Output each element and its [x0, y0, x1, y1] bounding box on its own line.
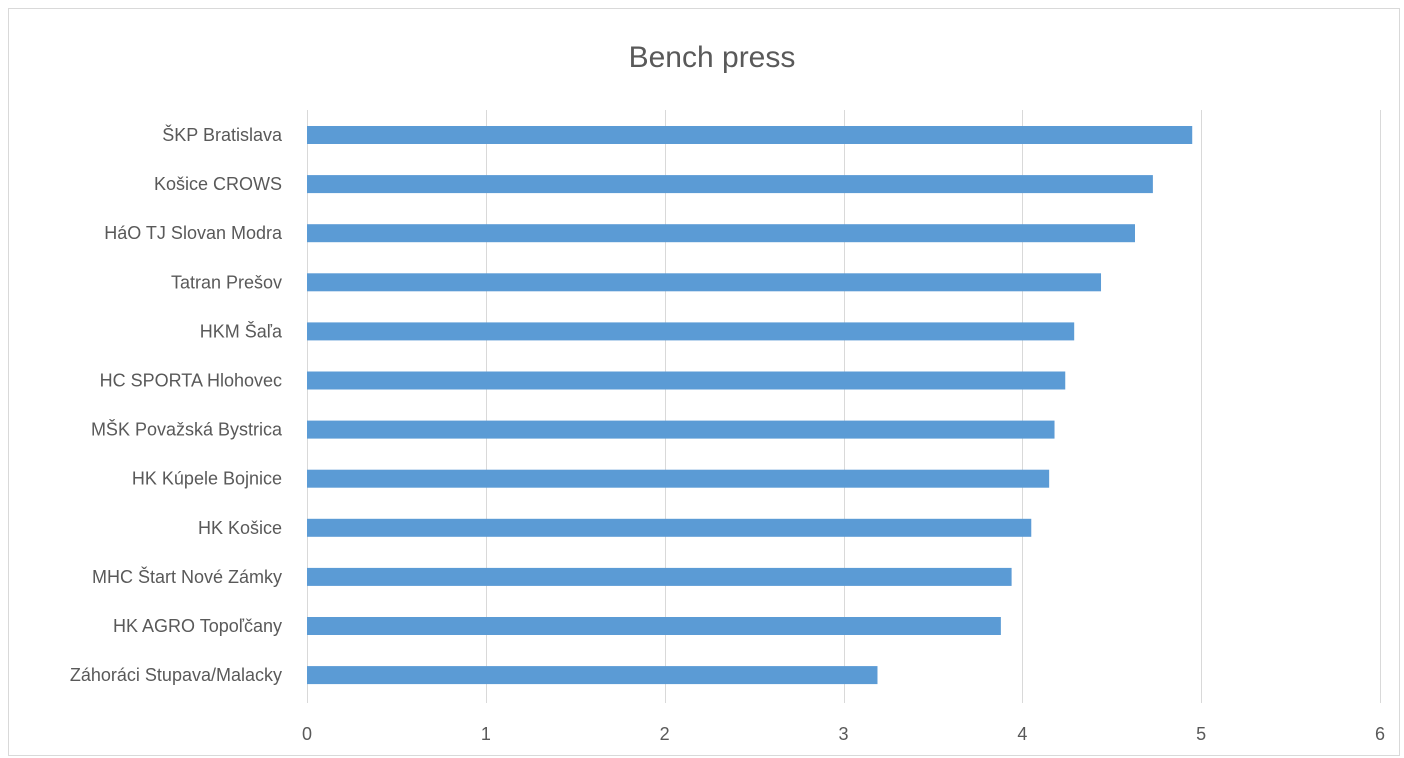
category-labels: ŠKP Bratislava Košice CROWS HáO TJ Slovan …: [70, 124, 283, 685]
bar: [307, 273, 1102, 292]
x-tick-label: 5: [1196, 724, 1206, 744]
bar: [307, 469, 1050, 488]
x-tick-label: 3: [838, 724, 848, 744]
x-tick-label: 6: [1375, 724, 1385, 744]
bar: [307, 322, 1075, 341]
bar: [307, 518, 1032, 537]
category-label: MŠK Považská Bystrica: [91, 419, 283, 440]
bar: [307, 567, 1012, 586]
chart-title: Bench press: [629, 41, 796, 74]
x-tick-label: 1: [481, 724, 491, 744]
category-label: ŠKP Bratislava: [162, 124, 283, 145]
category-label: HK Kúpele Bojnice: [132, 469, 282, 489]
category-label: Záhoráci Stupava/Malacky: [70, 665, 282, 685]
x-tick-label: 4: [1017, 724, 1027, 744]
bar: [307, 371, 1066, 390]
bar: [307, 175, 1153, 194]
bars: [307, 126, 1193, 685]
x-axis-tick-labels: 0 1 2 3 4 5 6: [302, 724, 1385, 744]
x-tick-label: 0: [302, 724, 312, 744]
category-label: Tatran Prešov: [171, 272, 282, 292]
gridlines: [307, 110, 1381, 703]
category-label: HC SPORTA Hlohovec: [100, 371, 282, 391]
category-label: HáO TJ Slovan Modra: [104, 223, 283, 243]
bar: [307, 224, 1135, 243]
x-tick-label: 2: [660, 724, 670, 744]
bar: [307, 666, 878, 685]
category-label: HKM Šaľa: [200, 320, 283, 341]
bar: [307, 420, 1055, 439]
bar: [307, 126, 1193, 144]
bar: [307, 617, 1001, 635]
category-label: HK AGRO Topoľčany: [113, 616, 282, 636]
category-label: MHC Štart Nové Zámky: [92, 566, 282, 587]
category-label: Košice CROWS: [154, 174, 282, 194]
category-label: HK Košice: [198, 518, 282, 538]
